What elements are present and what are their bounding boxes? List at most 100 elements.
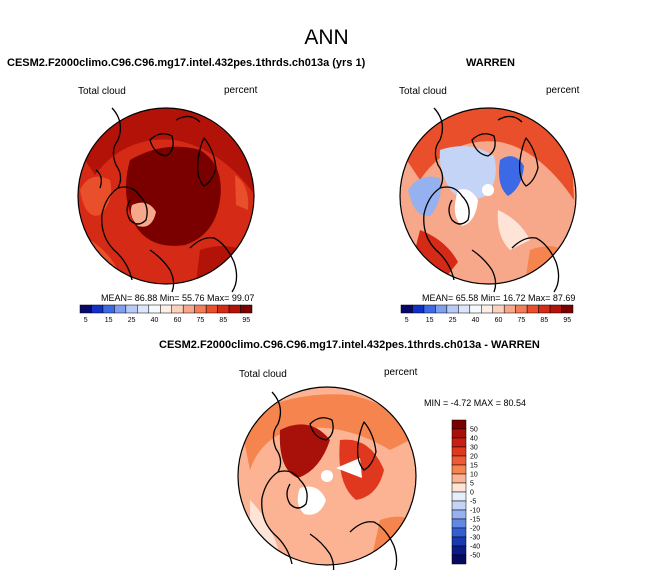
panel-2-title: WARREN	[466, 57, 515, 69]
map-2-border	[399, 107, 577, 285]
colorbar-1-swatch	[228, 304, 241, 314]
colorbar-2-swatch	[503, 304, 516, 314]
map-2-region	[400, 108, 574, 200]
colorbar-1-swatch	[194, 304, 207, 314]
colorbar-2-swatch	[435, 304, 448, 314]
panel-3-units-label: percent	[384, 367, 418, 378]
colorbar-1-swatch	[240, 304, 253, 314]
colorbar-1-swatch	[217, 304, 230, 314]
colorbar-1-swatch	[205, 304, 218, 314]
map-3	[237, 386, 417, 570]
colorbar-1-tick-label: 95	[242, 317, 250, 324]
colorbar-3-swatch	[451, 428, 467, 439]
colorbar-2-swatch	[469, 304, 482, 314]
colorbar-3-tick-label: -40	[470, 544, 480, 551]
map-3-region	[297, 486, 326, 515]
colorbar-3-swatch	[451, 509, 467, 520]
map-1-coastlines	[95, 107, 238, 293]
colorbar-3-swatch	[451, 419, 467, 430]
map-1-region	[78, 108, 254, 200]
colorbar-3-tick-label: 20	[470, 454, 478, 461]
map-2-region	[524, 246, 570, 284]
colorbar-1-tick-label: 25	[128, 317, 136, 324]
colorbar-3-tick-label: -5	[470, 499, 476, 506]
panel-1-variable-label: Total cloud	[78, 86, 126, 97]
map-3-region	[336, 458, 362, 478]
colorbar-2-swatch	[549, 304, 562, 314]
colorbar-3-tick-label: -20	[470, 526, 480, 533]
map-3-region	[339, 439, 384, 500]
colorbar-3-tick-label: -50	[470, 553, 480, 560]
colorbar-3-swatch	[451, 527, 467, 538]
colorbar-3-tick-label: 0	[470, 490, 474, 497]
colorbar-3-tick-label: -30	[470, 535, 480, 542]
map-2-region	[499, 156, 524, 196]
colorbar-2-tick-label: 25	[449, 317, 457, 324]
map-3-pole-hole	[321, 470, 333, 482]
map-3-coastlines	[261, 391, 398, 570]
panel-1-units-label: percent	[224, 85, 258, 96]
colorbar-3-tick-label: 50	[470, 427, 478, 434]
colorbar-1-tick-label: 75	[197, 317, 205, 324]
map-1-border	[77, 107, 255, 285]
map-2	[399, 107, 577, 293]
colorbar-3-swatch	[451, 464, 467, 475]
map-2-coastlines	[423, 107, 560, 293]
colorbar-2-swatch	[526, 304, 539, 314]
colorbar-3-tick-label: 40	[470, 436, 478, 443]
colorbar-3-swatch	[451, 473, 467, 484]
map-1-region	[80, 176, 112, 216]
map-2-pole-hole	[482, 184, 494, 196]
colorbar-3-tick-label: -15	[470, 517, 480, 524]
colorbar-1-swatch	[91, 304, 104, 314]
map-1-region	[235, 175, 249, 210]
map-3-border	[237, 386, 417, 566]
colorbar-1-swatch	[182, 304, 195, 314]
colorbar-3-tick-label: 10	[470, 472, 478, 479]
map-3-region	[240, 394, 410, 470]
colorbar-3-swatch	[451, 446, 467, 457]
map-1-region	[130, 202, 156, 227]
panel-1-title: CESM2.F2000climo.C96.C96.mg17.intel.432p…	[7, 57, 366, 69]
colorbar-2-swatch	[561, 304, 574, 314]
panel-2-variable-label: Total cloud	[399, 86, 447, 97]
colorbar-1-swatch	[171, 304, 184, 314]
colorbar-3-tick-label: 5	[470, 481, 474, 488]
colorbar-3-swatch	[451, 500, 467, 511]
colorbar-2-tick-label: 5	[405, 317, 409, 324]
colorbar-2-swatch	[446, 304, 459, 314]
panel-2-stats: MEAN= 65.58 Min= 16.72 Max= 87.69	[422, 293, 576, 303]
colorbar-2-swatch	[412, 304, 425, 314]
colorbar-2-tick-label: 60	[495, 317, 503, 324]
colorbar-2-tick-label: 75	[518, 317, 526, 324]
map-2-region	[439, 146, 496, 200]
colorbar-2: 5 15 25 40 60 75 85 95	[400, 304, 574, 324]
panel-3-title: CESM2.F2000climo.C96.C96.mg17.intel.432p…	[159, 339, 540, 351]
colorbar-1-tick-label: 40	[151, 317, 159, 324]
colorbar-2-swatch	[458, 304, 471, 314]
colorbar-1-tick-label: 15	[105, 317, 113, 324]
panel-3-stats: MIN = -4.72 MAX = 80.54	[424, 398, 527, 408]
colorbar-1-tick-label: 5	[84, 317, 88, 324]
colorbar-2-swatch	[423, 304, 436, 314]
colorbar-1-tick-label: 85	[219, 317, 227, 324]
colorbar-2-tick-label: 85	[540, 317, 548, 324]
colorbar-1-swatch	[102, 304, 115, 314]
colorbar-3-swatch	[451, 554, 467, 565]
colorbar-3-tick-label: 30	[470, 445, 478, 452]
colorbar-2-tick-label: 15	[426, 317, 434, 324]
colorbar-3-swatch	[451, 455, 467, 466]
colorbar-2-tick-label: 40	[472, 317, 480, 324]
colorbar-1-swatch	[148, 304, 161, 314]
colorbar-2-tick-label: 95	[563, 317, 571, 324]
colorbar-3-tick-label: -10	[470, 508, 480, 515]
colorbar-1: 5 15 25 40 60 75 85 95	[79, 304, 253, 324]
colorbar-1-swatch	[114, 304, 127, 314]
figure-title: ANN	[304, 26, 349, 49]
colorbar-1-swatch	[160, 304, 172, 314]
map-2-region	[408, 176, 441, 217]
colorbar-3-tick-label: 15	[470, 463, 478, 470]
colorbar-3-swatch	[451, 482, 467, 493]
